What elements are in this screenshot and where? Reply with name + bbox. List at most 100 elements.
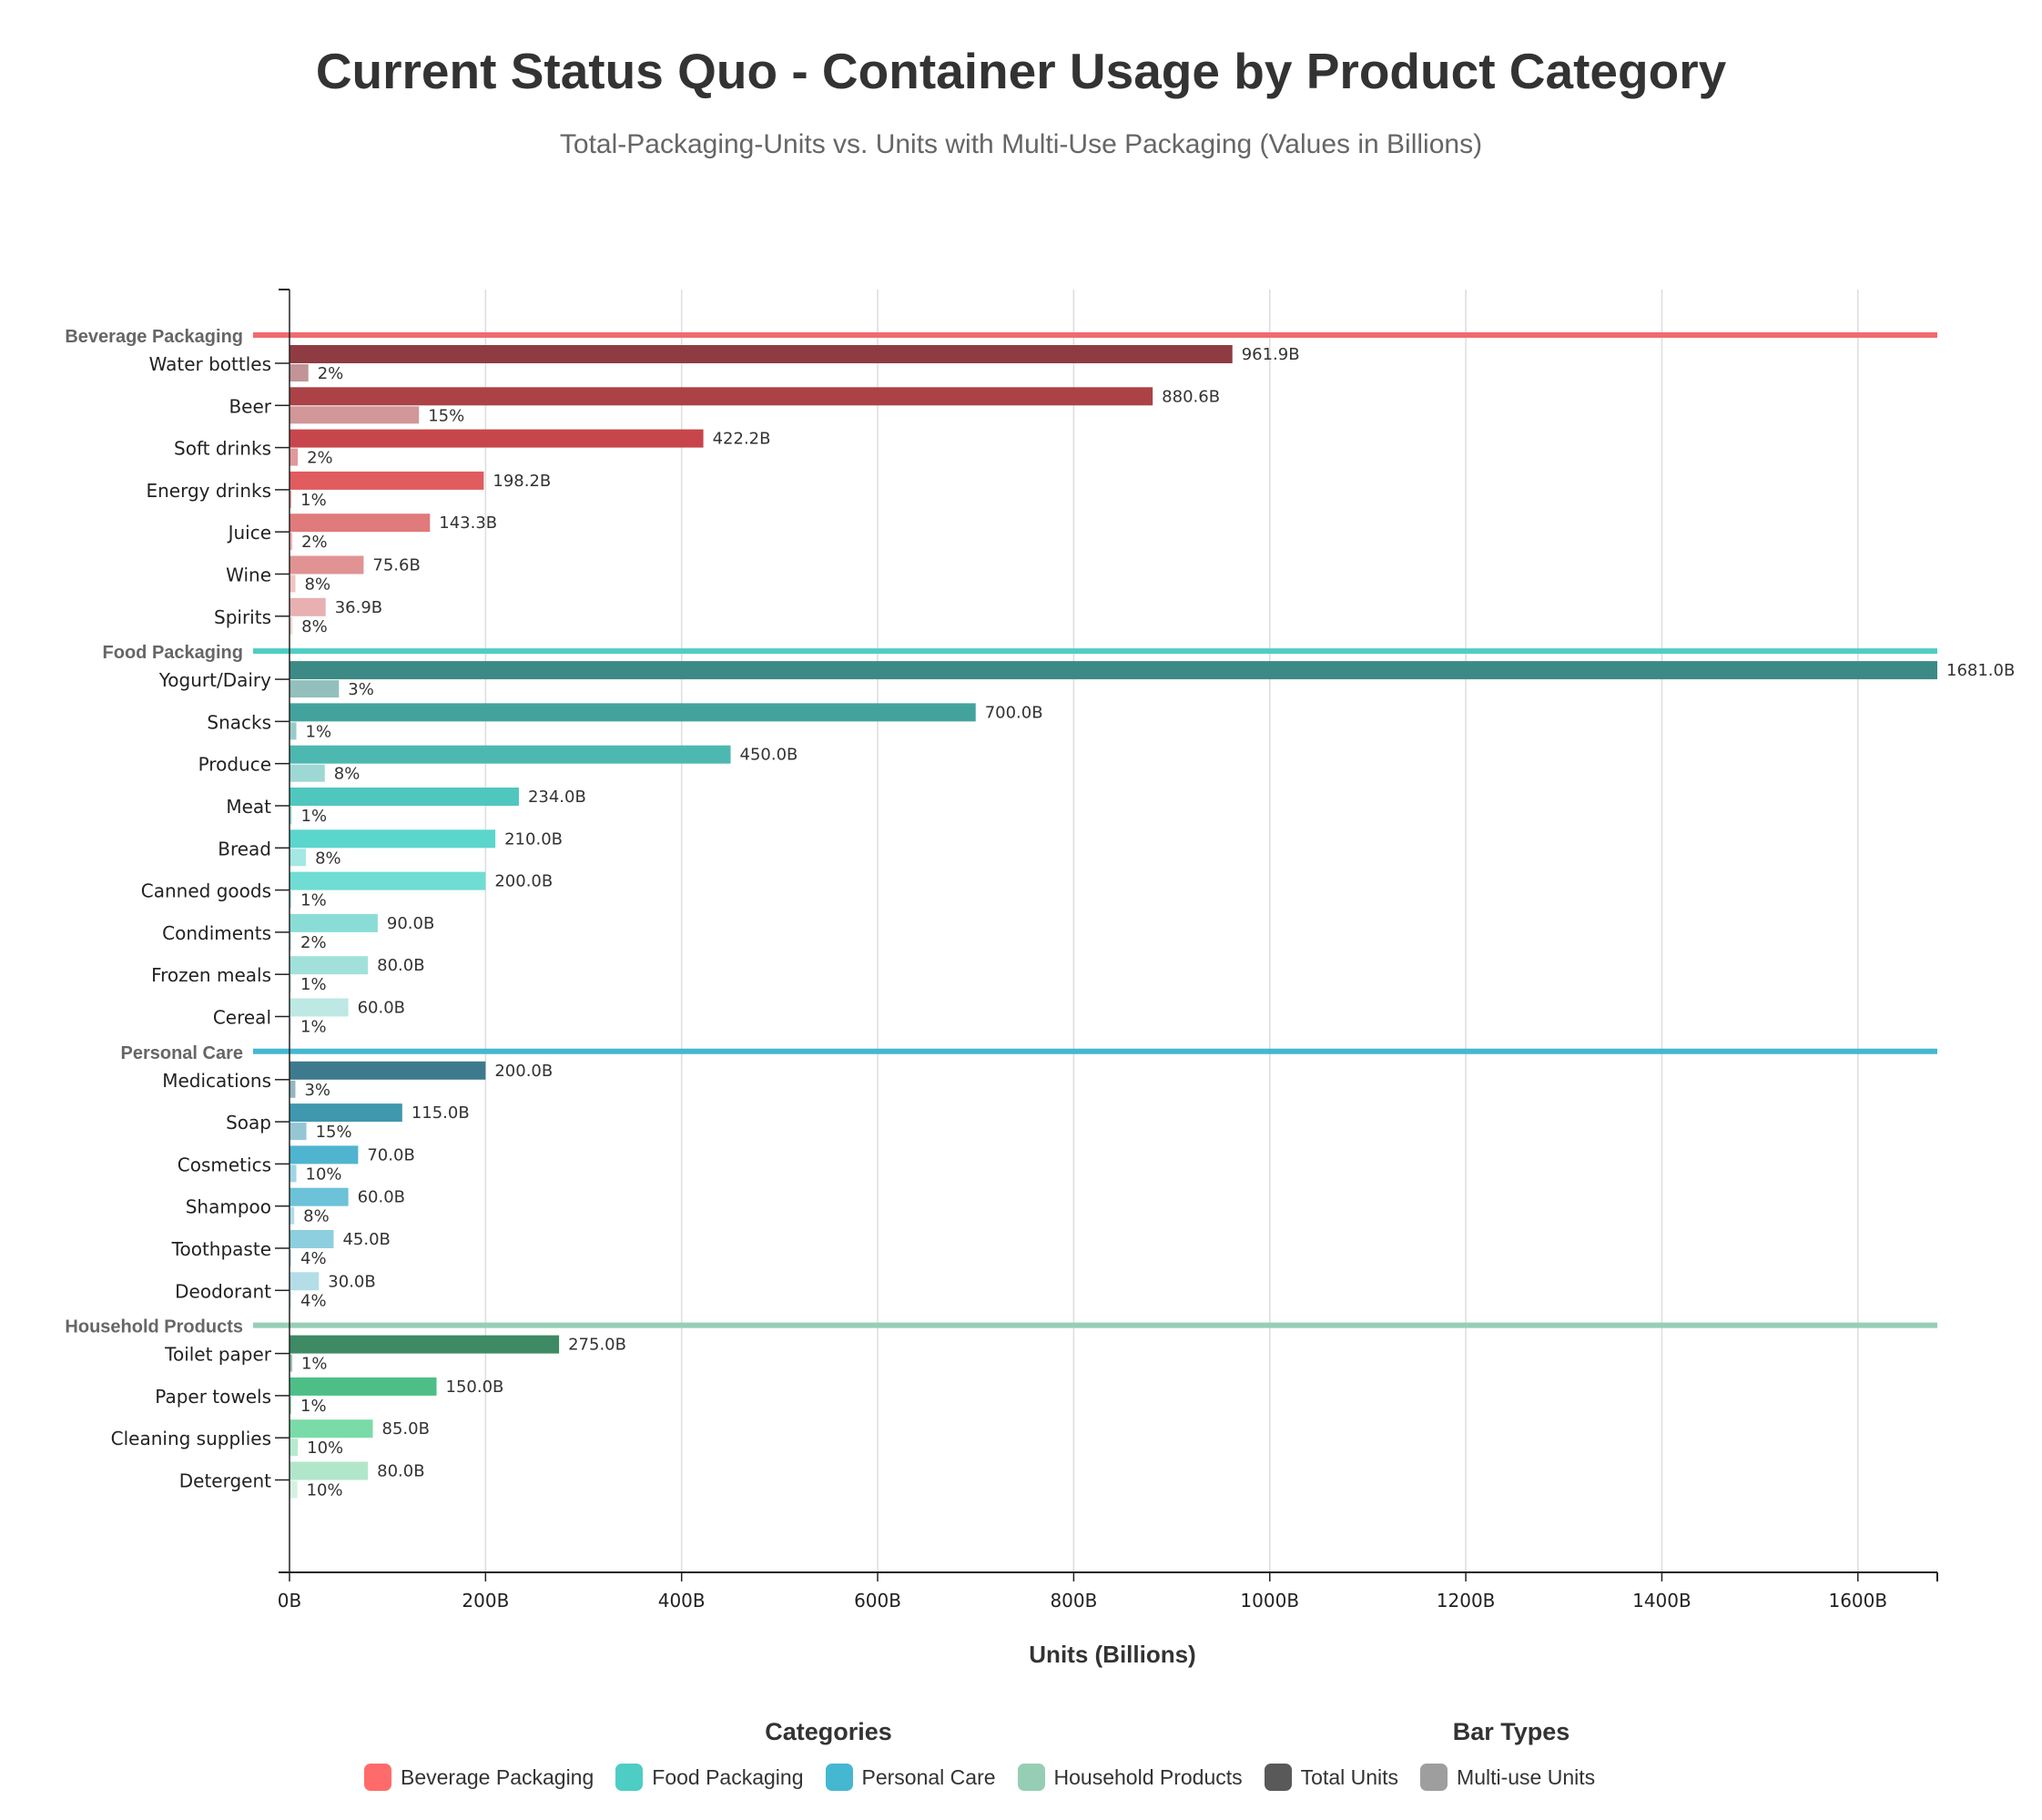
legend-item-bar-type: Multi-use Units: [1420, 1764, 1595, 1791]
x-tick-label: 0B: [278, 1590, 301, 1612]
multi-use-bar: [290, 807, 292, 824]
x-tick-label: 800B: [1050, 1590, 1097, 1612]
total-bar: [290, 1187, 349, 1206]
multi-use-bar: [290, 616, 293, 635]
total-bar: [290, 1461, 369, 1480]
total-value-label: 70.0B: [367, 1145, 414, 1164]
total-value-label: 80.0B: [377, 1462, 424, 1481]
total-bar: [290, 1230, 334, 1248]
multi-use-bar: [290, 1206, 295, 1225]
multi-use-pct-label: 1%: [300, 1397, 327, 1416]
total-value-label: 275.0B: [568, 1336, 626, 1355]
multi-use-pct-label: 8%: [303, 1207, 330, 1226]
multi-use-bar: [290, 1439, 299, 1457]
category-label: Spirits: [214, 606, 271, 628]
multi-use-pct-label: 1%: [300, 491, 327, 510]
category-label: Detergent: [179, 1470, 271, 1492]
multi-use-pct-label: 2%: [318, 364, 344, 383]
total-value-label: 45.0B: [342, 1230, 390, 1249]
total-bar: [290, 1419, 373, 1439]
legend-label: Food Packaging: [652, 1764, 804, 1789]
x-tick-label: 200B: [462, 1590, 509, 1612]
category-label: Juice: [227, 522, 271, 544]
total-bar: [290, 661, 1937, 680]
multi-use-pct-label: 2%: [307, 449, 333, 468]
category-label: Toilet paper: [164, 1344, 272, 1366]
total-bar: [290, 1145, 359, 1164]
total-bar: [290, 788, 519, 806]
category-label: Beer: [229, 395, 271, 417]
category-label: Shampoo: [186, 1196, 271, 1218]
total-bar: [290, 829, 496, 849]
total-value-label: 90.0B: [387, 914, 434, 933]
category-label: Bread: [218, 838, 271, 859]
category-label: Deodorant: [175, 1280, 271, 1302]
total-value-label: 880.6B: [1162, 387, 1220, 406]
total-value-label: 200.0B: [494, 872, 553, 891]
bars: Water bottles 961.9B 2% Beer 880.6B 15% Soft d…: [111, 345, 2015, 1500]
multi-use-bar: [290, 932, 291, 951]
multi-use-pct-label: 10%: [307, 1481, 343, 1500]
multi-use-pct-label: 1%: [300, 975, 327, 994]
category-label: Energy drinks: [146, 480, 271, 502]
multi-use-bar: [290, 1480, 298, 1499]
category-label: Meat: [226, 796, 271, 818]
multi-use-bar: [290, 1291, 291, 1309]
total-bar: [290, 1061, 486, 1080]
multi-use-pct-label: 10%: [306, 1164, 342, 1184]
multi-use-pct-label: 3%: [348, 680, 374, 699]
total-bar: [290, 387, 1153, 406]
group-label: Personal Care: [120, 1043, 243, 1063]
legend-item-category: Beverage Packaging: [364, 1764, 594, 1791]
total-value-label: 150.0B: [446, 1378, 504, 1397]
group-headers: Beverage Packaging Food Packaging Personal…: [65, 327, 1937, 1337]
multi-use-bar: [290, 1396, 291, 1414]
multi-use-bar: [290, 680, 340, 698]
category-label: Cleaning supplies: [111, 1428, 271, 1449]
legend-swatch: [825, 1764, 853, 1791]
total-bar: [290, 745, 731, 764]
x-tick-label: 600B: [854, 1590, 901, 1612]
category-label: Cereal: [213, 1007, 271, 1029]
legend-label: Household Products: [1053, 1764, 1243, 1789]
total-value-label: 115.0B: [411, 1103, 470, 1123]
total-bar: [290, 956, 369, 975]
multi-use-pct-label: 8%: [334, 765, 361, 784]
multi-use-bar: [290, 975, 291, 993]
total-bar: [290, 1272, 320, 1291]
total-value-label: 198.2B: [493, 472, 551, 491]
total-bar: [290, 555, 364, 574]
multi-use-bar: [290, 1249, 291, 1266]
total-value-label: 200.0B: [494, 1062, 553, 1081]
x-tick-label: 1400B: [1632, 1590, 1692, 1612]
x-tick-label: 1600B: [1828, 1590, 1887, 1612]
category-label: Soap: [226, 1112, 271, 1134]
legend-swatch: [364, 1764, 391, 1791]
legend-categories-title: Categories: [765, 1718, 892, 1745]
category-label: Toothpaste: [171, 1238, 271, 1260]
legend-item-bar-type: Total Units: [1264, 1764, 1398, 1791]
multi-use-bar: [290, 722, 297, 740]
total-bar: [290, 913, 378, 932]
total-value-label: 143.3B: [439, 513, 497, 533]
category-label: Soft drinks: [174, 438, 271, 460]
legend-label: Personal Care: [861, 1764, 996, 1789]
multi-use-bar: [290, 406, 420, 424]
total-bar: [290, 1103, 402, 1123]
total-value-label: 234.0B: [528, 788, 586, 807]
total-bar: [290, 1335, 560, 1354]
legend: Beverage Packaging Food Packaging Personal…: [364, 1761, 1617, 1794]
grid-lines: [484, 290, 1859, 1572]
multi-use-pct-label: 1%: [306, 722, 332, 741]
multi-use-bar: [290, 890, 292, 909]
legend-swatch: [615, 1764, 644, 1791]
multi-use-bar: [290, 1080, 296, 1098]
category-label: Canned goods: [141, 880, 271, 902]
multi-use-bar: [290, 490, 292, 508]
legend-swatch: [1264, 1764, 1292, 1791]
multi-use-bar: [290, 364, 309, 381]
total-value-label: 1681.0B: [1946, 661, 2015, 680]
multi-use-pct-label: 1%: [301, 1355, 328, 1374]
total-bar: [290, 998, 349, 1017]
